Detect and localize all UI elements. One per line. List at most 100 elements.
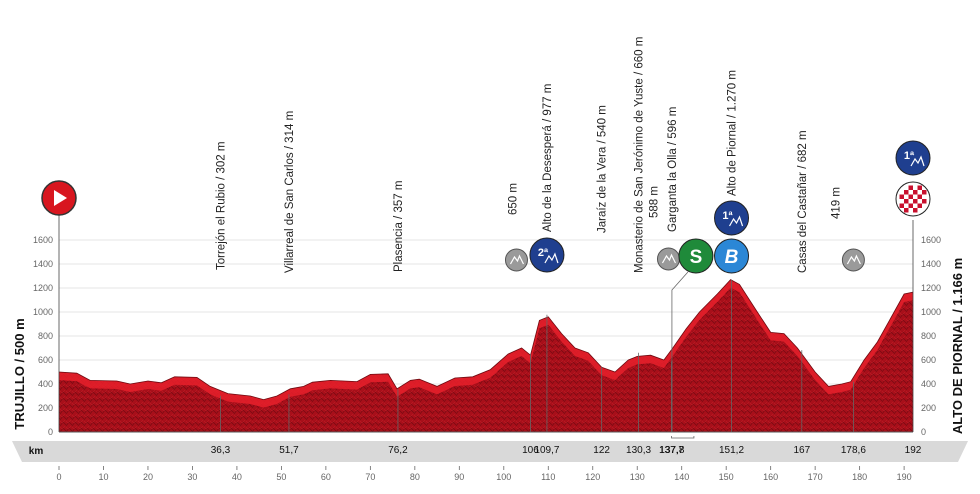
checker-square	[904, 190, 909, 195]
checker-square	[917, 203, 922, 208]
mountain-glyph	[544, 252, 559, 264]
waypoint-km-label: 167	[793, 445, 810, 456]
cat-badge-text: 2ª	[538, 247, 549, 259]
checker-square	[917, 185, 922, 190]
y-tick-left: 800	[38, 331, 53, 341]
checker-square	[913, 199, 918, 204]
waypoint-km-label: 51,7	[279, 445, 299, 456]
waypoint-km-label: 36,3	[211, 445, 231, 456]
y-tick-left: 400	[38, 379, 53, 389]
sprint-badge-text: S	[690, 247, 703, 268]
cat-badge-text: 1ª	[722, 210, 733, 222]
waypoint-km-label: 122	[593, 445, 610, 456]
x-tick-label: 110	[541, 472, 555, 482]
mountain-glyph	[661, 253, 677, 264]
start-label: TRUJILLO / 500 m	[12, 318, 27, 429]
y-tick-right: 1400	[921, 259, 941, 269]
x-tick-label: 150	[719, 472, 734, 482]
x-tick-label: 170	[808, 472, 823, 482]
y-tick-right: 600	[921, 355, 936, 365]
start-arrow	[54, 190, 67, 206]
checker-square	[908, 194, 913, 199]
y-tick-left: 1600	[33, 235, 53, 245]
y-tick-right: 800	[921, 331, 936, 341]
checker-square	[913, 208, 918, 213]
x-tick-label: 50	[276, 472, 286, 482]
waypoint-km-label: 109,7	[534, 445, 559, 456]
x-tick-label: 140	[674, 472, 689, 482]
x-axis-ticks: 0 10 20 30 40 50 60 70 80 90 100 110 120 130 140 150 160…	[56, 466, 912, 482]
profile-area	[58, 215, 914, 433]
y-tick-left: 0	[48, 427, 53, 437]
waypoint-km-label: 137,7	[659, 445, 684, 456]
mountain-glyph	[910, 155, 925, 167]
x-tick-label: 130	[630, 472, 645, 482]
finish-checker	[899, 185, 927, 213]
mountain-glyph	[729, 215, 744, 227]
x-tick-label: 190	[897, 472, 912, 482]
waypoint-km-label: 130,3	[626, 445, 651, 456]
waypoint-label: Alto de la Desesperá / 977 m	[542, 84, 554, 232]
waypoint-label: Torrejón el Rubio / 302 m	[215, 142, 227, 270]
checker-square	[904, 208, 909, 213]
cat-badge-text: 1ª	[904, 150, 915, 162]
waypoint-km-label: 192	[905, 445, 922, 456]
x-tick-label: 0	[56, 472, 61, 482]
sprint-pointer	[671, 271, 689, 432]
finish-label: ALTO DE PIORNAL / 1.166 m	[950, 258, 965, 434]
km-axis-band	[12, 441, 968, 462]
checker-square	[899, 203, 904, 208]
checker-square	[917, 194, 922, 199]
waypoint-label: 419 m	[830, 187, 842, 219]
y-tick-left: 1200	[33, 283, 53, 293]
y-axis-ticks: 0 0 200 200 400 400 600 600 800 800 1000 1000 1200 12…	[33, 235, 941, 437]
x-tick-label: 70	[365, 472, 375, 482]
waypoint-label: Monasterio de San Jerónimo de Yuste / 66…	[634, 37, 646, 273]
waypoint-km-label: 137,8	[659, 445, 684, 456]
checker-square	[904, 199, 909, 204]
bonus-icon	[714, 238, 750, 274]
y-tick-left: 1400	[33, 259, 53, 269]
waypoint-label: 650 m	[507, 183, 519, 215]
x-tick-label: 10	[98, 472, 108, 482]
mountain-glyph	[846, 254, 861, 265]
waypoint-km-label: 76,2	[388, 445, 408, 456]
cat-2-icon	[529, 237, 565, 273]
waypoint-label: Garganta la Olla / 596 m	[667, 107, 679, 232]
split-bracket	[671, 436, 695, 439]
cat-1-icon	[895, 140, 931, 176]
sprint-icon	[678, 238, 714, 274]
waypoint-km-label: 106	[522, 445, 539, 456]
x-tick-label: 160	[763, 472, 778, 482]
y-tick-right: 0	[921, 427, 926, 437]
checker-square	[913, 190, 918, 195]
profile-fill	[59, 279, 913, 432]
y-tick-right: 1600	[921, 235, 941, 245]
checker-square	[899, 194, 904, 199]
km-band-shape	[12, 441, 968, 462]
y-tick-right: 1000	[921, 307, 941, 317]
checker-square	[922, 199, 927, 204]
waypoint-label: Jaraíz de la Vera / 540 m	[597, 105, 609, 233]
waypoints: Torrejón el Rubio / 302 m Villarreal de S…	[41, 37, 931, 432]
waypoint-label: Casas del Castañar / 682 m	[797, 130, 809, 273]
x-tick-label: 20	[143, 472, 153, 482]
checker-square	[908, 203, 913, 208]
x-tick-label: 100	[496, 472, 511, 482]
waypoint-km-label: 178,6	[841, 445, 866, 456]
x-tick-label: 180	[852, 472, 867, 482]
waypoint-label: Alto de Piornal / 1.270 m	[727, 70, 739, 196]
y-tick-left: 1000	[33, 307, 53, 317]
x-tick-label: 40	[232, 472, 242, 482]
bonus-badge-text: B	[725, 247, 739, 268]
mountain-glyph	[509, 254, 525, 265]
cat-1-icon	[714, 200, 750, 236]
checker-square	[922, 190, 927, 195]
x-tick-label: 120	[585, 472, 600, 482]
profile-outline	[58, 279, 914, 401]
waypoint-label: Villarreal de San Carlos / 314 m	[284, 111, 296, 273]
y-tick-right: 200	[921, 403, 936, 413]
